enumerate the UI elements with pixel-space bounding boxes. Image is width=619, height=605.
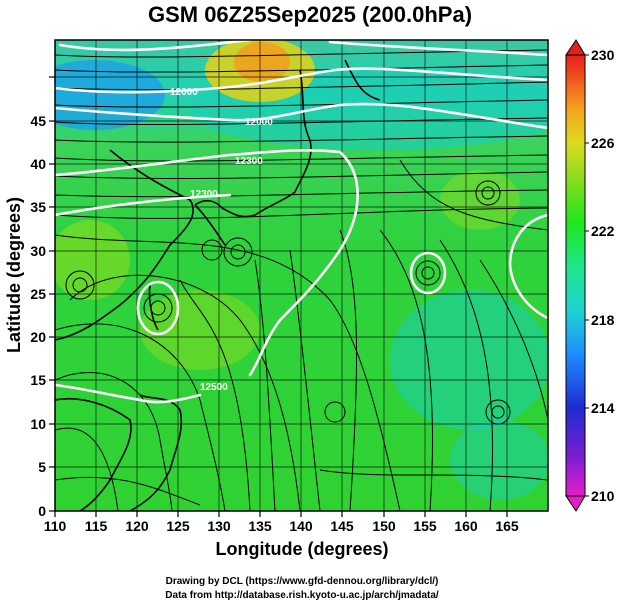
colorbar-top-arrow xyxy=(565,39,586,56)
latlon-grid xyxy=(55,40,548,511)
y-tick-label: 35 xyxy=(30,199,46,215)
credit-drawing: Drawing by DCL (https://www.gfd-dennou.o… xyxy=(166,576,439,587)
y-tick-label: 20 xyxy=(30,329,46,345)
x-tick-label: 110 xyxy=(44,518,67,534)
colorbar-tick-label: 222 xyxy=(591,223,615,239)
cyan-patch-east xyxy=(390,290,548,430)
contour-label: 12500 xyxy=(200,382,228,393)
credit-data-source: Data from http://database.rish.kyoto-u.a… xyxy=(165,590,439,601)
y-tick-label: 30 xyxy=(30,243,46,259)
contour-label: 12000 xyxy=(170,87,198,98)
wind-streamlines xyxy=(55,49,548,511)
x-tick-label: 120 xyxy=(125,518,149,534)
colorbar-tick-label: 214 xyxy=(591,400,615,416)
y-tick-label: 10 xyxy=(30,416,46,432)
cyan-patch-northwest xyxy=(55,60,165,130)
x-tick-label: 160 xyxy=(454,518,478,534)
colorbar-gradient xyxy=(565,54,586,497)
y-axis: 0 5 10 15 20 25 30 35 40 45 Latitude (de… xyxy=(4,76,55,519)
colorbar-tick-label: 226 xyxy=(591,135,615,151)
y-axis-label: Latitude (degrees) xyxy=(4,197,24,353)
x-tick-label: 125 xyxy=(166,518,190,534)
y-tick-label: 25 xyxy=(30,286,46,302)
y-tick-label: 45 xyxy=(30,113,46,129)
colorbar: 230 226 222 218 214 210 xyxy=(565,39,615,512)
yellowgreen-patch-west xyxy=(55,220,130,300)
x-tick-label: 155 xyxy=(413,518,437,534)
orange-patch-north xyxy=(234,42,290,82)
contour-label: 12300 xyxy=(190,189,218,200)
y-tick-label: 0 xyxy=(38,503,46,519)
x-tick-label: 130 xyxy=(207,518,231,534)
height-contours xyxy=(55,40,548,404)
yellowgreen-patch-east xyxy=(440,170,520,230)
y-tick-label: 5 xyxy=(38,459,46,475)
x-tick-label: 165 xyxy=(495,518,519,534)
cyan-patch-southeast xyxy=(450,420,548,500)
x-tick-label: 140 xyxy=(289,518,313,534)
contour-label-group: 12000 12000 12300 12300 12500 xyxy=(170,87,273,393)
x-tick-label: 135 xyxy=(248,518,272,534)
x-tick-label: 145 xyxy=(330,518,354,534)
y-tick-label: 40 xyxy=(30,156,46,172)
x-tick-label: 150 xyxy=(372,518,396,534)
colorbar-bottom-arrow xyxy=(565,495,586,512)
contour-label: 12000 xyxy=(245,117,273,128)
map-plot-area: 12000 12000 12300 12300 12500 xyxy=(55,40,548,511)
x-axis-label: Longitude (degrees) xyxy=(215,539,388,559)
y-tick-label: 15 xyxy=(30,372,46,388)
x-tick-label: 115 xyxy=(85,518,108,534)
coastlines xyxy=(55,59,381,511)
x-axis: 110 115 120 125 130 135 140 145 150 155 … xyxy=(44,511,519,559)
colorbar-tick-label: 210 xyxy=(591,488,615,504)
figure-title: GSM 06Z25Sep2025 (200.0hPa) xyxy=(148,2,472,27)
yellowgreen-patch-center xyxy=(140,290,260,370)
colorbar-tick-label: 218 xyxy=(591,312,615,328)
colorbar-tick-label: 230 xyxy=(591,47,615,63)
contour-label: 12300 xyxy=(235,156,263,167)
